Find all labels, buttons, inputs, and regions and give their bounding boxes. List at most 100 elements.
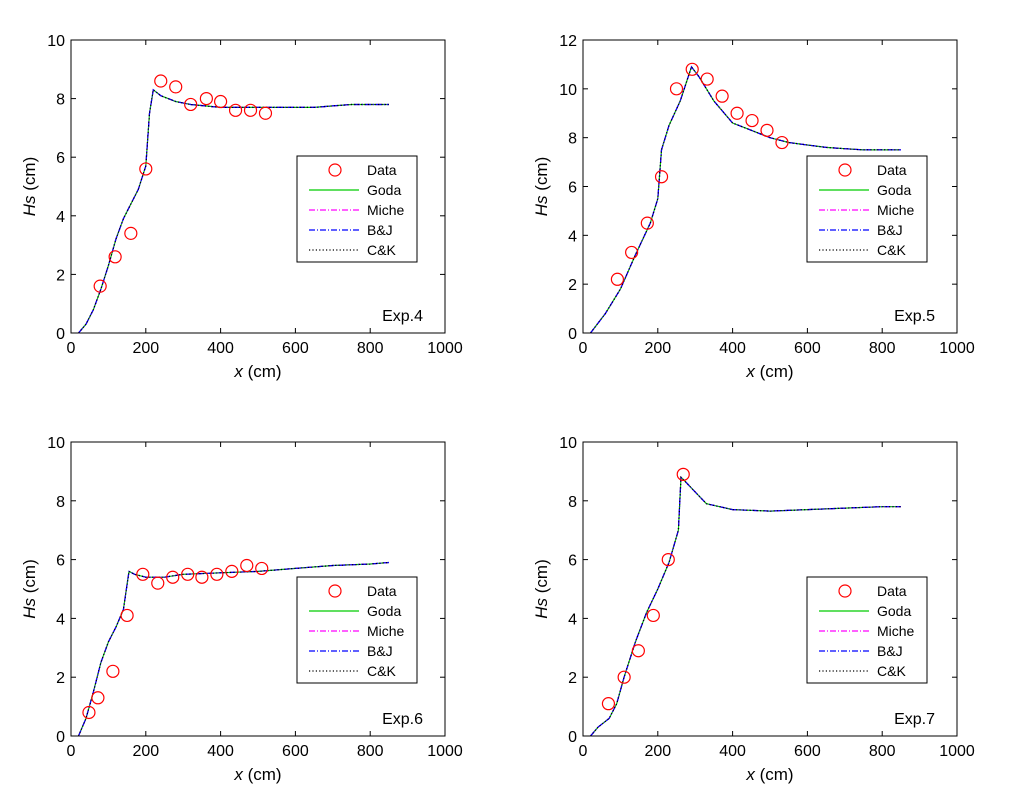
- data-point: [184, 97, 198, 112]
- data-point: [676, 467, 690, 481]
- y-tick-label: 10: [559, 435, 577, 452]
- x-tick-label: 1000: [939, 340, 975, 357]
- x-tick-label: 800: [869, 340, 896, 357]
- x-tick-label: 600: [794, 743, 821, 760]
- x-axis-label: x (cm): [745, 362, 793, 381]
- y-tick-label: 0: [568, 326, 577, 343]
- data-point: [654, 170, 669, 184]
- legend-label: C&K: [877, 242, 906, 258]
- x-tick-label: 400: [719, 340, 746, 357]
- legend-label: Data: [367, 162, 397, 178]
- data-point: [617, 670, 631, 684]
- data-point: [243, 103, 258, 117]
- legend-label: C&K: [367, 663, 396, 679]
- series-line-ck: [77, 561, 389, 737]
- x-axis-label: x (cm): [745, 765, 793, 784]
- data-point: [255, 561, 269, 576]
- legend-label: Data: [877, 162, 907, 178]
- legend-marker-data: [838, 584, 852, 598]
- legend-label: Goda: [367, 603, 401, 619]
- data-point: [775, 135, 789, 150]
- x-tick-label: 200: [132, 743, 159, 760]
- data-point: [715, 89, 729, 103]
- data-point: [106, 664, 120, 678]
- y-tick-label: 2: [56, 670, 65, 687]
- data-point: [730, 106, 744, 120]
- legend-label: C&K: [877, 663, 906, 679]
- subplot-1: 0 200 400 600 800 1000 0 2 4 6 8 10 x (cm) Hs (cm) Dat…: [20, 33, 463, 381]
- y-tick-label: 4: [568, 228, 577, 245]
- data-point: [640, 216, 654, 230]
- legend-label: Miche: [367, 202, 405, 218]
- data-point: [760, 123, 774, 137]
- x-tick-label: 400: [719, 743, 746, 760]
- subplot-3: 0 200 400 600 800 1000 0 2 4 6 8 10 x (cm) Hs (cm) Dat…: [20, 435, 463, 784]
- x-tick-label: 600: [794, 340, 821, 357]
- y-tick-label: 6: [568, 180, 577, 197]
- x-tick-label: 200: [132, 340, 159, 357]
- data-point: [166, 570, 180, 584]
- legend-label: C&K: [367, 242, 396, 258]
- legend-box: [806, 576, 928, 684]
- legend-label: Miche: [877, 202, 915, 218]
- y-axis-label: Hs (cm): [20, 559, 39, 619]
- y-tick-label: 4: [56, 209, 65, 226]
- data-point: [646, 608, 660, 623]
- y-tick-label: 8: [568, 131, 577, 148]
- data-point: [108, 250, 122, 264]
- data-point: [151, 576, 165, 590]
- data-point: [625, 245, 639, 260]
- x-tick-label: 400: [207, 340, 234, 357]
- data-point: [93, 279, 107, 293]
- y-tick-label: 0: [568, 729, 577, 746]
- data-point: [120, 608, 134, 623]
- legend-label: Goda: [367, 182, 401, 198]
- data-point: [700, 72, 714, 86]
- y-tick-label: 2: [56, 267, 65, 284]
- legend-box: [296, 576, 418, 684]
- y-tick-label: 0: [56, 326, 65, 343]
- data-point: [195, 570, 209, 584]
- x-tick-label: 600: [282, 743, 309, 760]
- data-point: [139, 162, 153, 176]
- data-point: [82, 705, 96, 720]
- subplot-4: 0 200 400 600 800 1000 0 2 4 6 8 10 x (cm) Hs (cm) Dat…: [532, 435, 975, 784]
- x-tick-label: 200: [644, 340, 671, 357]
- x-tick-label: 200: [644, 743, 671, 760]
- data-point: [240, 558, 254, 573]
- data-point: [169, 80, 183, 94]
- data-point: [610, 272, 625, 286]
- y-tick-label: 12: [559, 33, 577, 50]
- y-tick-label: 6: [56, 150, 65, 167]
- y-tick-label: 4: [56, 611, 65, 628]
- legend-label: Miche: [367, 623, 405, 639]
- legend-label: B&J: [367, 222, 393, 238]
- legend-label: Goda: [877, 182, 911, 198]
- legend: Data Goda Miche B&J C&K: [806, 155, 928, 263]
- data-point: [258, 106, 273, 120]
- y-tick-label: 0: [56, 729, 65, 746]
- x-tick-label: 400: [207, 743, 234, 760]
- series-line-ck: [78, 88, 389, 334]
- data-point: [685, 62, 699, 76]
- x-tick-label: 1000: [427, 743, 463, 760]
- y-tick-label: 10: [47, 33, 65, 50]
- data-point: [91, 691, 105, 705]
- legend: Data Goda Miche B&J C&K: [806, 576, 928, 684]
- y-tick-label: 2: [568, 670, 577, 687]
- x-tick-label: 600: [282, 340, 309, 357]
- legend-label: B&J: [367, 643, 393, 659]
- y-tick-label: 8: [56, 92, 65, 109]
- x-tick-label: 0: [67, 743, 76, 760]
- x-tick-label: 1000: [427, 340, 463, 357]
- panel-annotation: Exp.5: [894, 308, 935, 325]
- data-point: [136, 567, 150, 581]
- series-line-bj: [78, 88, 389, 334]
- x-tick-label: 0: [579, 743, 588, 760]
- legend-marker-data: [328, 584, 342, 598]
- data-point: [181, 567, 195, 581]
- y-tick-label: 6: [56, 553, 65, 570]
- y-tick-label: 4: [568, 611, 577, 628]
- y-tick-label: 10: [559, 82, 577, 99]
